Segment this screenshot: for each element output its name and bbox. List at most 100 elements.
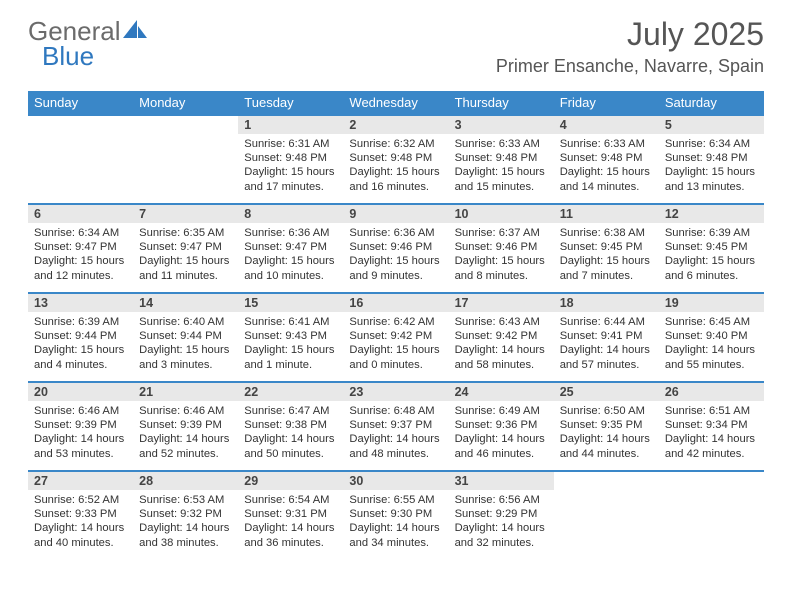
sunset-line: Sunset: 9:45 PM bbox=[665, 241, 748, 253]
sunset-line: Sunset: 9:38 PM bbox=[244, 419, 327, 431]
daybody-row: Sunrise: 6:39 AMSunset: 9:44 PMDaylight:… bbox=[28, 312, 764, 382]
day-header: Monday bbox=[133, 91, 238, 115]
day-body-cell bbox=[659, 490, 764, 559]
day-body-cell: Sunrise: 6:50 AMSunset: 9:35 PMDaylight:… bbox=[554, 401, 659, 471]
sunrise-line: Sunrise: 6:34 AM bbox=[665, 138, 750, 150]
day-body-cell: Sunrise: 6:52 AMSunset: 9:33 PMDaylight:… bbox=[28, 490, 133, 559]
sunrise-line: Sunrise: 6:56 AM bbox=[455, 494, 540, 506]
sunrise-line: Sunrise: 6:36 AM bbox=[349, 227, 434, 239]
daylight-line: Daylight: 14 hours and 38 minutes. bbox=[139, 522, 229, 548]
sunset-line: Sunset: 9:48 PM bbox=[560, 152, 643, 164]
sunset-line: Sunset: 9:37 PM bbox=[349, 419, 432, 431]
daylight-line: Daylight: 15 hours and 8 minutes. bbox=[455, 255, 545, 281]
day-body-cell: Sunrise: 6:34 AMSunset: 9:47 PMDaylight:… bbox=[28, 223, 133, 293]
daylight-line: Daylight: 14 hours and 48 minutes. bbox=[349, 433, 439, 459]
sunrise-line: Sunrise: 6:50 AM bbox=[560, 405, 645, 417]
sunset-line: Sunset: 9:40 PM bbox=[665, 330, 748, 342]
sunset-line: Sunset: 9:41 PM bbox=[560, 330, 643, 342]
day-header: Saturday bbox=[659, 91, 764, 115]
day-number-cell: 12 bbox=[659, 204, 764, 223]
day-number-cell: 26 bbox=[659, 382, 764, 401]
day-body-cell: Sunrise: 6:34 AMSunset: 9:48 PMDaylight:… bbox=[659, 134, 764, 204]
brand-word-2: Blue bbox=[42, 43, 149, 69]
day-body-cell: Sunrise: 6:48 AM Sunset: 9:37 PM Daylight:… bbox=[343, 401, 448, 471]
sunrise-line: Sunrise: 6:46 AM bbox=[34, 405, 119, 417]
day-header: Friday bbox=[554, 91, 659, 115]
day-number-cell: 20 bbox=[28, 382, 133, 401]
sunset-line: Sunset: 9:48 PM bbox=[244, 152, 327, 164]
brand-sail-icon bbox=[123, 20, 149, 40]
sunset-line: Sunset: 9:32 PM bbox=[139, 508, 222, 520]
day-body-cell: Sunrise: 6:39 AMSunset: 9:45 PMDaylight:… bbox=[659, 223, 764, 293]
day-body-cell: Sunrise: 6:51 AMSunset: 9:34 PMDaylight:… bbox=[659, 401, 764, 471]
sunrise-line: Sunrise: 6:45 AM bbox=[665, 316, 750, 328]
day-body-cell: Sunrise: 6:32 AMSunset: 9:48 PMDaylight:… bbox=[343, 134, 448, 204]
sunset-line: Sunset: 9:44 PM bbox=[34, 330, 117, 342]
day-number-cell: 14 bbox=[133, 293, 238, 312]
day-number-cell: 23 bbox=[343, 382, 448, 401]
daylight-line: Daylight: 14 hours and 46 minutes. bbox=[455, 433, 545, 459]
sunset-line: Sunset: 9:47 PM bbox=[34, 241, 117, 253]
daylight-line: Daylight: 14 hours and 32 minutes. bbox=[455, 522, 545, 548]
daybody-row: Sunrise: 6:34 AMSunset: 9:47 PMDaylight:… bbox=[28, 223, 764, 293]
day-number-cell: 2 bbox=[343, 115, 448, 134]
day-number-cell: 3 bbox=[449, 115, 554, 134]
sunset-line: Sunset: 9:30 PM bbox=[349, 508, 432, 520]
daylight-line: Daylight: 15 hours and 14 minutes. bbox=[560, 166, 650, 192]
day-body-cell: Sunrise: 6:37 AMSunset: 9:46 PMDaylight:… bbox=[449, 223, 554, 293]
sunset-line: Sunset: 9:47 PM bbox=[139, 241, 222, 253]
sunrise-line: Sunrise: 6:55 AM bbox=[349, 494, 434, 506]
daylight-line: Daylight: 15 hours and 16 minutes. bbox=[349, 166, 439, 192]
daylight-line: Daylight: 15 hours and 4 minutes. bbox=[34, 344, 124, 370]
day-number-cell bbox=[133, 115, 238, 134]
day-body-cell bbox=[554, 490, 659, 559]
location-subtitle: Primer Ensanche, Navarre, Spain bbox=[496, 56, 764, 77]
day-body-cell: Sunrise: 6:39 AMSunset: 9:44 PMDaylight:… bbox=[28, 312, 133, 382]
daylight-line: Daylight: 14 hours and 57 minutes. bbox=[560, 344, 650, 370]
sunrise-line: Sunrise: 6:48 AM bbox=[349, 405, 434, 417]
sunrise-line: Sunrise: 6:54 AM bbox=[244, 494, 329, 506]
sunrise-line: Sunrise: 6:44 AM bbox=[560, 316, 645, 328]
day-number-cell bbox=[659, 471, 764, 490]
day-number-cell: 27 bbox=[28, 471, 133, 490]
day-body-cell: Sunrise: 6:47 AMSunset: 9:38 PMDaylight:… bbox=[238, 401, 343, 471]
sunset-line: Sunset: 9:48 PM bbox=[455, 152, 538, 164]
daylight-line: Daylight: 15 hours and 17 minutes. bbox=[244, 166, 334, 192]
daylight-line: Daylight: 15 hours and 11 minutes. bbox=[139, 255, 229, 281]
sunset-line: Sunset: 9:34 PM bbox=[665, 419, 748, 431]
day-number-cell: 5 bbox=[659, 115, 764, 134]
daybody-row: Sunrise: 6:31 AMSunset: 9:48 PMDaylight:… bbox=[28, 134, 764, 204]
sunset-line: Sunset: 9:39 PM bbox=[139, 419, 222, 431]
sunrise-line: Sunrise: 6:42 AM bbox=[349, 316, 434, 328]
daylight-line: Daylight: 14 hours and 42 minutes. bbox=[665, 433, 755, 459]
daylight-line: Daylight: 15 hours and 6 minutes. bbox=[665, 255, 755, 281]
month-title: July 2025 bbox=[496, 18, 764, 52]
daylight-line: Daylight: 14 hours and 55 minutes. bbox=[665, 344, 755, 370]
day-number-cell: 25 bbox=[554, 382, 659, 401]
sunrise-line: Sunrise: 6:38 AM bbox=[560, 227, 645, 239]
calendar-body: 12345Sunrise: 6:31 AMSunset: 9:48 PMDayl… bbox=[28, 115, 764, 559]
day-number-cell: 18 bbox=[554, 293, 659, 312]
day-number-cell: 1 bbox=[238, 115, 343, 134]
sunrise-line: Sunrise: 6:46 AM bbox=[139, 405, 224, 417]
day-header: Wednesday bbox=[343, 91, 448, 115]
sunrise-line: Sunrise: 6:43 AM bbox=[455, 316, 540, 328]
day-number-cell: 19 bbox=[659, 293, 764, 312]
daylight-line: Daylight: 14 hours and 53 minutes. bbox=[34, 433, 124, 459]
day-number-cell: 16 bbox=[343, 293, 448, 312]
sunset-line: Sunset: 9:43 PM bbox=[244, 330, 327, 342]
sunset-line: Sunset: 9:46 PM bbox=[455, 241, 538, 253]
daylight-line: Daylight: 14 hours and 44 minutes. bbox=[560, 433, 650, 459]
day-header: Thursday bbox=[449, 91, 554, 115]
title-block: July 2025 Primer Ensanche, Navarre, Spai… bbox=[496, 18, 764, 77]
day-body-cell: Sunrise: 6:38 AMSunset: 9:45 PMDaylight:… bbox=[554, 223, 659, 293]
day-number-cell: 30 bbox=[343, 471, 448, 490]
brand-logo: General Blue bbox=[28, 18, 149, 69]
daylight-line: Daylight: 14 hours and 40 minutes. bbox=[34, 522, 124, 548]
daylight-line: Daylight: 15 hours and 7 minutes. bbox=[560, 255, 650, 281]
day-number-cell: 29 bbox=[238, 471, 343, 490]
day-number-cell: 7 bbox=[133, 204, 238, 223]
daynum-row: 12345 bbox=[28, 115, 764, 134]
daybody-row: Sunrise: 6:52 AMSunset: 9:33 PMDaylight:… bbox=[28, 490, 764, 559]
daylight-line: Daylight: 15 hours and 0 minutes. bbox=[349, 344, 439, 370]
